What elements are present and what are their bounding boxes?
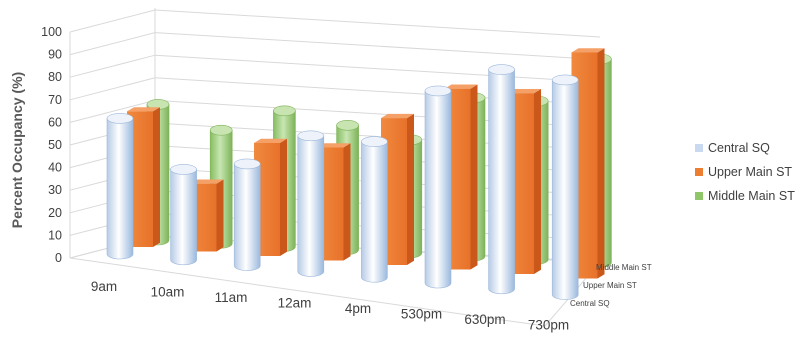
bar-central-sq-10am (170, 164, 197, 266)
bar-central-sq-12am (297, 130, 325, 277)
y-tick-label: 40 (48, 161, 62, 175)
series-central-sq (106, 64, 579, 300)
bar-top (127, 107, 160, 112)
x-tick-label: 9am (91, 279, 117, 294)
x-tick-label: 630pm (464, 312, 505, 327)
bar-top (488, 64, 515, 75)
bar-body (106, 118, 134, 260)
bar-side (534, 89, 541, 274)
legend-swatch (695, 168, 703, 176)
y-tick-label: 100 (41, 25, 62, 39)
legend-label: Upper Main ST (708, 165, 792, 179)
x-tick-label: 11am (215, 290, 248, 305)
x-tick-label: 4pm (345, 301, 371, 316)
bar-top (106, 113, 134, 124)
y-tick-label: 50 (48, 138, 62, 152)
x-tick-label: 530pm (401, 307, 442, 322)
bar-top (233, 158, 261, 170)
bar-body (233, 163, 261, 271)
y-tick-label: 20 (48, 206, 62, 220)
bar-top (170, 164, 197, 175)
bar-central-sq-11am (233, 158, 261, 271)
gridline-y-80 (69, 54, 601, 83)
bar-top (190, 179, 224, 184)
legend-item-upper-main-st: Upper Main ST (695, 165, 792, 179)
chart-axes: 0 10 20 30 40 50 60 70 80 90 100 Percent Occupancy … (9, 25, 652, 333)
bar-side (470, 84, 478, 270)
depth-tick-label: Middle Main ST (596, 263, 652, 272)
legend-item-central-sq: Central SQ (695, 141, 770, 155)
bar-top (381, 113, 414, 119)
depth-tick-label: Central SQ (570, 299, 610, 308)
bar-top (336, 120, 359, 131)
bar-body (551, 79, 579, 300)
bar-body (361, 141, 388, 283)
y-tick-label: 60 (48, 115, 62, 129)
bar-central-sq-630pm (488, 64, 515, 295)
bar-body (170, 169, 197, 266)
bar-top (209, 124, 233, 136)
y-tick-label: 70 (48, 93, 62, 107)
bar-side (407, 113, 414, 266)
legend-swatch (695, 144, 703, 152)
y-axis-title: Percent Occupancy (%) (9, 72, 25, 228)
bar-central-sq-530pm (424, 85, 452, 289)
bar-side (280, 138, 287, 256)
gridline-y-100 (69, 9, 601, 38)
x-tick-label: 730pm (528, 318, 569, 333)
bar-top (551, 74, 579, 86)
x-tick-label: 10am (151, 285, 185, 300)
gridline-y-90 (69, 32, 601, 61)
bar-body (488, 69, 515, 295)
bar-top (297, 130, 325, 142)
y-tick-label: 80 (48, 70, 62, 84)
bar-central-sq-4pm (361, 136, 388, 283)
legend-label: Central SQ (708, 141, 770, 155)
legend-label: Middle Main ST (708, 189, 795, 203)
bar-side (597, 48, 605, 279)
legend-item-middle-main-st: Middle Main ST (695, 189, 795, 203)
bar-top (273, 105, 296, 117)
bar-top (254, 138, 287, 143)
bar-top (444, 84, 478, 89)
bar-side (153, 107, 160, 247)
bar-central-sq-730pm (551, 74, 579, 300)
bar-central-sq-9am (106, 113, 134, 260)
depth-tick-label: Upper Main ST (583, 281, 637, 290)
x-tick-label: 12am (278, 296, 312, 311)
bar-top (317, 143, 351, 148)
bar-top (361, 136, 388, 147)
bar-top (571, 48, 605, 53)
bar-body (297, 135, 325, 277)
bar-side (343, 143, 351, 261)
y-tick-label: 30 (48, 183, 62, 197)
y-tick-label: 90 (48, 48, 62, 62)
bar-body (424, 90, 452, 289)
y-tick-label: 10 (48, 228, 62, 242)
y-tick-label: 0 (55, 251, 62, 265)
bar-top (424, 85, 452, 97)
bar-side (216, 179, 224, 252)
bar-top (508, 89, 541, 94)
legend: Central SQ Upper Main ST Middle Main ST (695, 141, 795, 203)
legend-swatch (695, 192, 703, 200)
